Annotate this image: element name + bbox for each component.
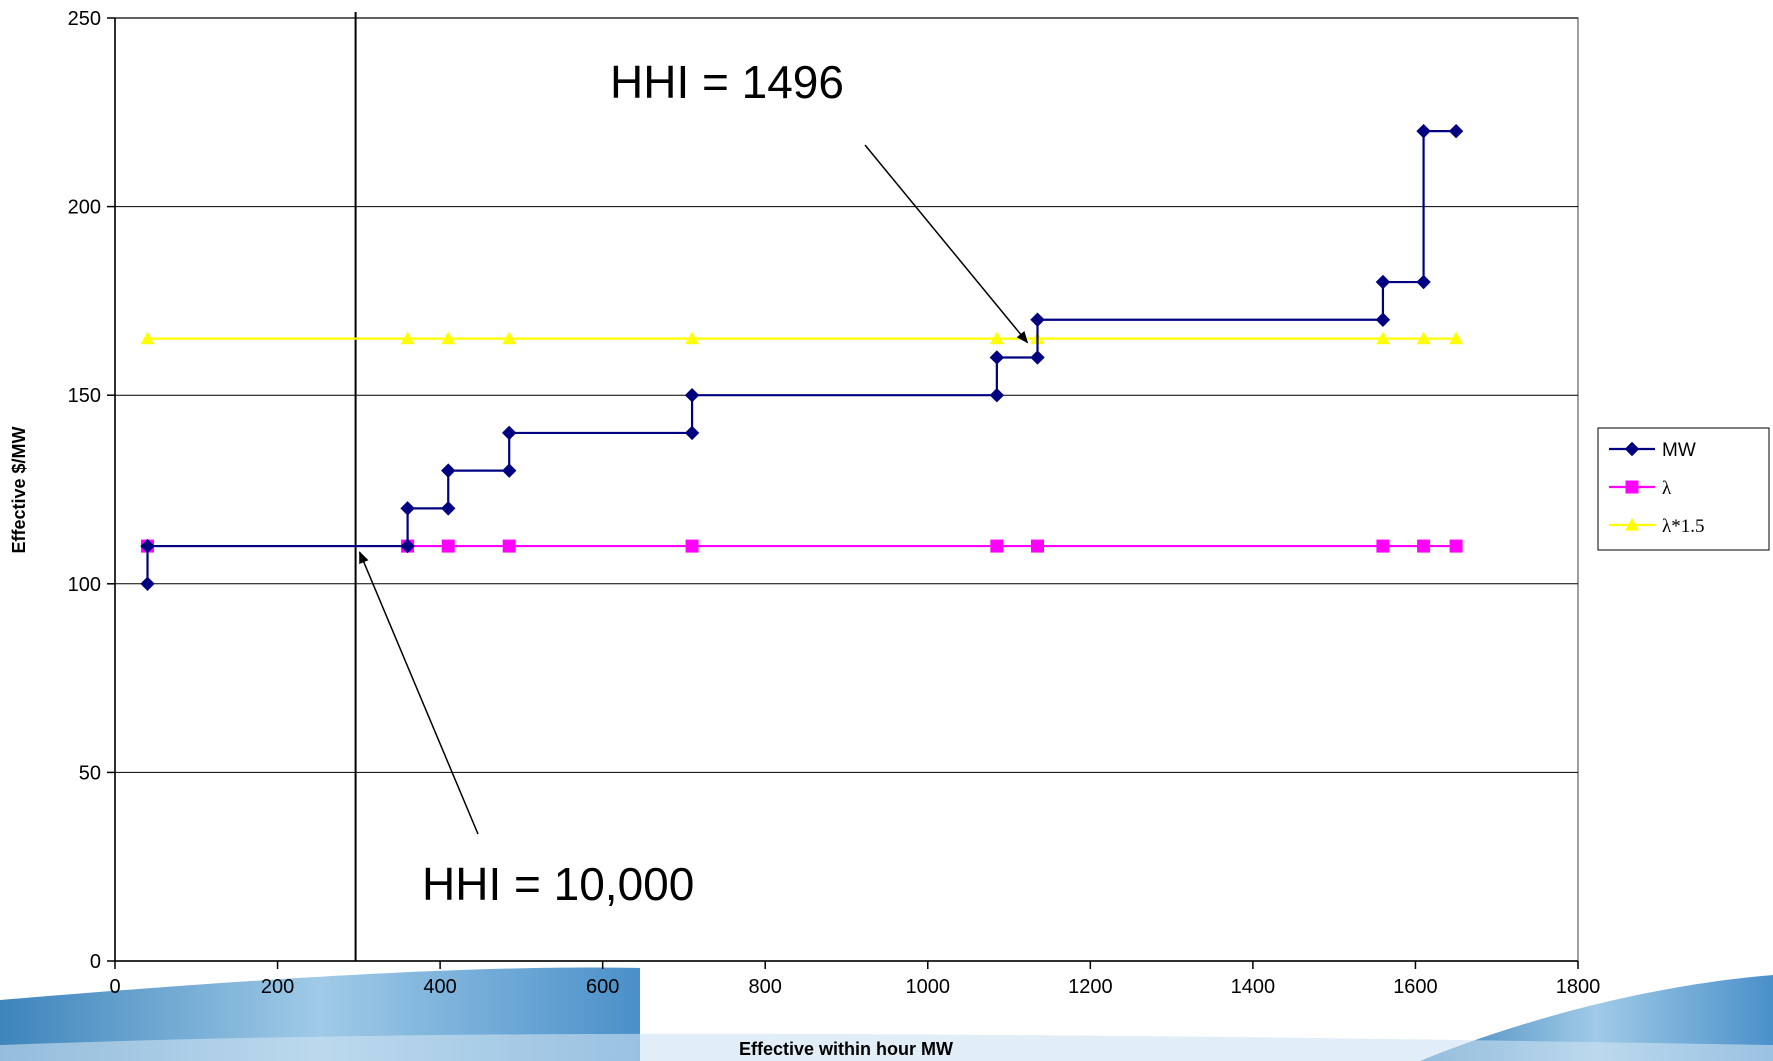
series-0-point-2 [400, 538, 415, 554]
legend-label-1: λ [1662, 478, 1672, 499]
series-0-point-9 [684, 387, 700, 403]
series-2-point-1 [400, 331, 415, 345]
series-0-point-4 [441, 501, 456, 516]
x-tick-label-200: 200 [261, 976, 294, 998]
legend-label-2: λ*1.5 [1662, 516, 1704, 537]
annotation-hhi-1496: HHI = 1496 [610, 56, 844, 108]
series-1-point-5 [990, 539, 1004, 553]
y-tick-label-100: 100 [68, 574, 101, 596]
y-tick-label-50: 50 [79, 762, 101, 784]
series-1-point-3 [502, 539, 516, 553]
series-0-point-3 [400, 501, 415, 516]
slide-swoosh-decoration [0, 967, 1773, 1061]
plot-frame [114, 17, 1579, 962]
series-2-point-8 [1416, 331, 1431, 345]
legend-swatch-marker-1 [1625, 480, 1639, 494]
series-2-point-7 [1375, 331, 1390, 345]
series-0-point-1 [140, 538, 155, 554]
series-0-point-17 [1416, 123, 1431, 139]
axes [107, 17, 1579, 969]
x-tick-label-1600: 1600 [1393, 976, 1438, 998]
series-0-point-5 [441, 463, 456, 478]
series-2-point-0 [140, 331, 155, 345]
series-0-point-0 [140, 576, 155, 592]
series-0-point-10 [989, 387, 1005, 403]
legend-item-1: λ [1609, 478, 1672, 499]
series-2-point-4 [685, 331, 700, 345]
series-2-point-5 [989, 331, 1004, 345]
legend: MW λ λ*1.5 [1597, 427, 1770, 551]
series-0-point-15 [1375, 274, 1391, 290]
series-2 [140, 331, 1464, 345]
x-tick-label-1200: 1200 [1068, 976, 1113, 998]
series-0-point-18 [1448, 123, 1464, 139]
series-0-point-14 [1375, 312, 1391, 327]
y-tick-label-0: 0 [90, 951, 101, 973]
series-0-point-8 [684, 425, 700, 441]
series-0-point-13 [1030, 312, 1045, 327]
y-tick-label-250: 250 [68, 8, 101, 30]
annotation-hhi-10000: HHI = 10,000 [422, 858, 694, 910]
x-tick-label-1400: 1400 [1231, 976, 1276, 998]
series-1-point-4 [685, 539, 699, 553]
annotation-arrow-hhi-1496 [864, 144, 1029, 344]
tick-labels: 0 50 100 150 200 250 0 200 400 600 800 1000 1200 1400… [68, 8, 1601, 998]
legend-label-0: MW [1662, 440, 1696, 461]
x-tick-label-800: 800 [749, 976, 782, 998]
series-1-point-9 [1449, 539, 1463, 553]
series-1-point-8 [1417, 539, 1431, 553]
series-1-point-6 [1031, 539, 1045, 553]
series-0-point-16 [1416, 274, 1431, 290]
series-layer [140, 123, 1464, 592]
annotation-arrow-hhi-10000 [358, 551, 479, 835]
series-0 [140, 123, 1464, 592]
x-axis-label: Effective within hour MW [739, 1039, 953, 1059]
plot-area [107, 12, 1579, 969]
series-2-point-9 [1449, 331, 1464, 345]
x-tick-label-400: 400 [423, 976, 456, 998]
series-1-point-2 [441, 539, 455, 553]
legend-swatch-marker-0 [1624, 441, 1640, 457]
x-tick-label-600: 600 [586, 976, 619, 998]
series-0-point-6 [501, 463, 517, 478]
legend-item-0: MW [1609, 440, 1696, 461]
legend-swatch-marker-2 [1625, 518, 1639, 531]
series-0-point-7 [501, 425, 517, 441]
legend-item-2: λ*1.5 [1609, 516, 1704, 537]
x-tick-label-1800: 1800 [1556, 976, 1601, 998]
y-tick-label-200: 200 [68, 197, 101, 219]
series-0-point-12 [1030, 350, 1045, 365]
y-tick-label-150: 150 [68, 385, 101, 407]
gridlines [115, 17, 1578, 773]
x-tick-label-1000: 1000 [906, 976, 951, 998]
y-axis-label: Effective $/MW [9, 426, 29, 553]
series-2-point-2 [441, 331, 456, 345]
series-2-point-3 [502, 331, 517, 345]
series-0-point-11 [989, 350, 1005, 365]
x-tick-label-0: 0 [109, 976, 120, 998]
annotations: HHI = 1496 HHI = 10,000 [358, 56, 1029, 910]
series-1-point-7 [1376, 539, 1390, 553]
